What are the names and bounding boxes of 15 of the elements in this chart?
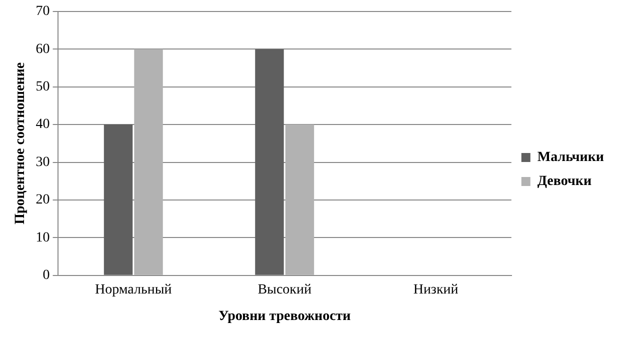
x-tick-label: Нормальный: [95, 282, 172, 298]
legend-label: Девочки: [537, 174, 592, 190]
y-tick-label: 30: [36, 154, 50, 170]
x-axis-title: Уровни тревожности: [218, 309, 351, 324]
y-tick-label: 50: [36, 80, 50, 94]
x-tick-label: Высокий: [258, 282, 312, 298]
y-tick-label: 0: [42, 268, 50, 284]
legend-label: Мальчики: [537, 150, 604, 166]
y-axis-title: Процентное соотношение: [13, 62, 28, 224]
x-tick-label: Низкий: [413, 282, 459, 298]
y-tick-label: 70: [36, 4, 50, 20]
y-tick-label: 20: [36, 192, 50, 208]
y-tick-label: 10: [36, 230, 50, 246]
y-tick-label: 60: [36, 42, 50, 57]
y-tick-label: 40: [36, 117, 50, 132]
